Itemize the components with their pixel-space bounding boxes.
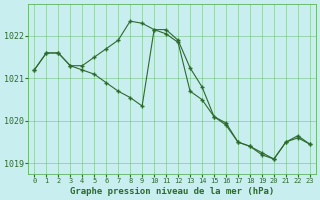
X-axis label: Graphe pression niveau de la mer (hPa): Graphe pression niveau de la mer (hPa) xyxy=(70,187,274,196)
